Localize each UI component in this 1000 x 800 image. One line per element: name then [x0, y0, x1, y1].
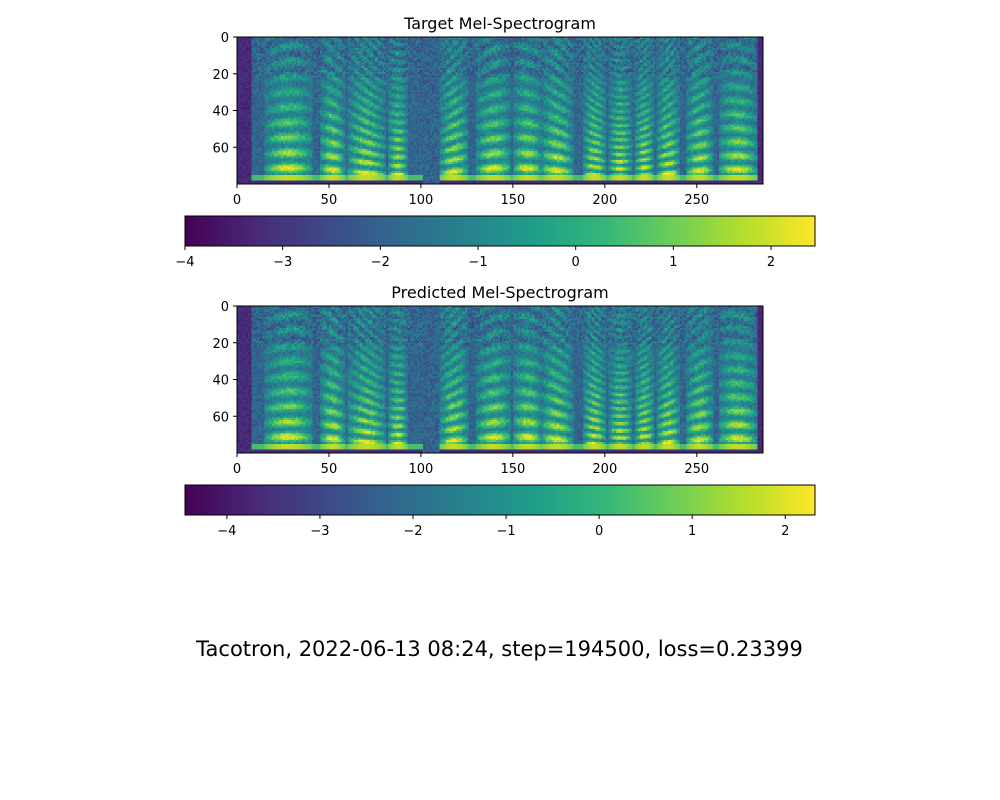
- y-tick-label: 20: [212, 68, 229, 83]
- colorbar-tick-label: −4: [175, 255, 194, 270]
- colorbar-tick-label: −1: [496, 524, 515, 539]
- spectrogram-image: [237, 37, 763, 184]
- x-tick-label: 200: [592, 462, 617, 477]
- colorbar-tick-label: −2: [403, 524, 422, 539]
- panel-title: Predicted Mel-Spectrogram: [391, 283, 608, 302]
- x-tick-label: 50: [321, 193, 338, 208]
- x-tick-label: 150: [500, 462, 525, 477]
- x-tick-label: 200: [592, 193, 617, 208]
- colorbar-tick-label: 2: [767, 255, 775, 270]
- panel-title: Target Mel-Spectrogram: [403, 14, 596, 33]
- x-tick-label: 100: [409, 462, 434, 477]
- x-tick-label: 250: [684, 462, 709, 477]
- colorbar-tick-label: 0: [572, 255, 580, 270]
- colorbar-tick-label: −1: [468, 255, 487, 270]
- x-tick-label: 150: [500, 193, 525, 208]
- colorbar-tick-label: 0: [595, 524, 603, 539]
- x-tick-label: 100: [409, 193, 434, 208]
- x-tick-label: 0: [233, 193, 241, 208]
- x-tick-label: 0: [233, 462, 241, 477]
- y-tick-label: 0: [221, 300, 229, 315]
- colorbar-tick-label: −4: [217, 524, 236, 539]
- y-tick-label: 20: [212, 337, 229, 352]
- colorbar-tick-label: 1: [669, 255, 677, 270]
- y-tick-label: 40: [212, 105, 229, 120]
- figure-caption: Tacotron, 2022-06-13 08:24, step=194500,…: [195, 637, 803, 661]
- colorbar: [184, 215, 816, 247]
- colorbar-tick-label: −2: [371, 255, 390, 270]
- y-tick-label: 60: [212, 141, 229, 156]
- y-tick-label: 40: [212, 374, 229, 389]
- y-tick-label: 60: [212, 410, 229, 425]
- colorbar-tick-label: 1: [688, 524, 696, 539]
- spectrogram-image: [237, 306, 763, 453]
- y-tick-label: 0: [221, 31, 229, 46]
- x-tick-label: 50: [321, 462, 338, 477]
- colorbar-tick-label: −3: [310, 524, 329, 539]
- x-tick-label: 250: [684, 193, 709, 208]
- colorbar: [184, 484, 816, 516]
- colorbar-tick-label: −3: [273, 255, 292, 270]
- colorbar-tick-label: 2: [781, 524, 789, 539]
